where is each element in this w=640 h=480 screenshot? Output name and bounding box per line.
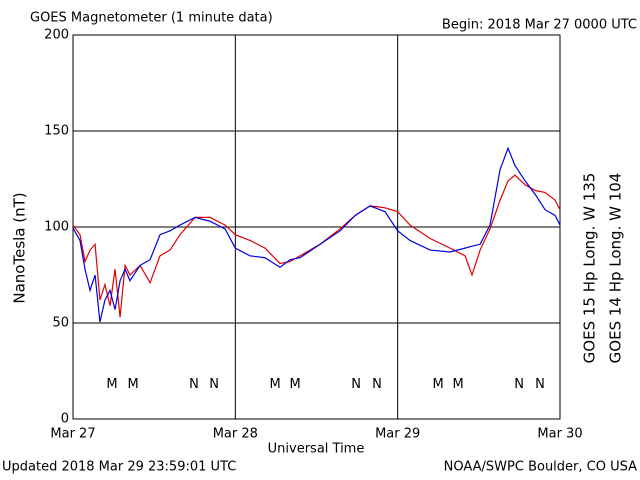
footer-right: NOAA/SWPC Boulder, CO USA [444,460,637,475]
marker-label: M [127,377,138,392]
series-line [72,146,561,323]
marker-label: M [452,377,463,392]
marker-label: M [106,377,117,392]
x-axis-label: Universal Time [268,442,365,457]
y-tick-label: 150 [44,124,69,139]
y-axis-label: NanoTesla (nT) [11,192,29,303]
marker-label: N [535,377,545,392]
legend-label: GOES 15 Hp Long. W 135 [581,173,599,364]
marker-label: N [514,377,524,392]
chart-title: GOES Magnetometer (1 minute data) [30,11,273,26]
y-tick-label: 200 [44,28,69,43]
marker-label: N [189,377,199,392]
marker-label: M [269,377,280,392]
marker-label: N [372,377,382,392]
x-tick-label: Mar 27 [50,427,95,442]
marker-label: N [351,377,361,392]
x-tick-label: Mar 28 [213,427,258,442]
chart-subtitle: Begin: 2018 Mar 27 0000 UTC [442,18,637,33]
x-tick-label: Mar 30 [537,427,582,442]
y-tick-label: 0 [61,412,69,427]
x-tick-label: Mar 29 [375,427,420,442]
legend-label: GOES 14 Hp Long. W 104 [607,173,625,364]
series-line [72,174,561,318]
y-tick-label: 50 [52,316,69,331]
y-tick-label: 100 [44,220,69,235]
footer-left: Updated 2018 Mar 29 23:59:01 UTC [2,460,236,475]
marker-label: M [289,377,300,392]
marker-label: M [432,377,443,392]
marker-label: N [209,377,219,392]
